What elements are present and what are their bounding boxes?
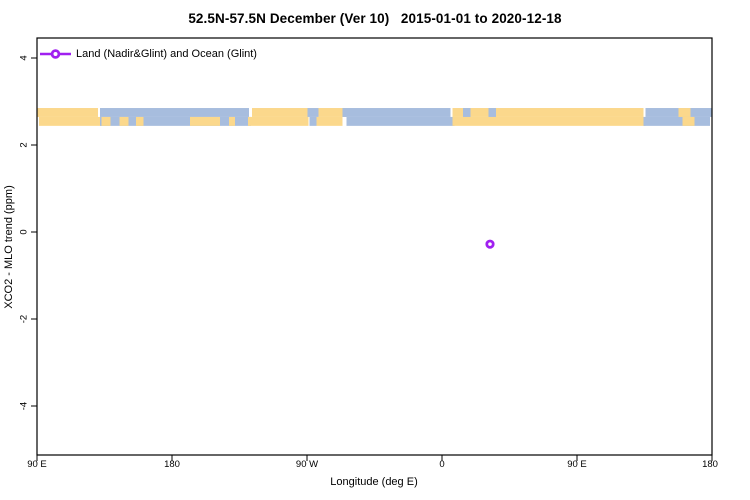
data-point — [485, 239, 495, 249]
y-tick-label: 4 — [18, 55, 30, 61]
map-band-ocean-segment — [100, 116, 251, 126]
map-band-land-segment — [229, 116, 235, 126]
y-tick-label: -4 — [18, 401, 30, 411]
map-band-ocean-segment — [100, 108, 249, 117]
x-tick-label: 90 W — [295, 459, 319, 470]
map-band-land-segment — [682, 116, 695, 126]
map-band-land-segment — [678, 108, 691, 117]
map-band-land-segment — [316, 116, 343, 126]
legend-entry-label: Land (Nadir&Glint) and Ocean (Glint) — [76, 48, 257, 60]
map-band-ocean-segment — [488, 108, 496, 117]
x-tick-label: 90 E — [567, 459, 587, 470]
map-band-ocean-segment — [463, 108, 471, 117]
map-band-land-segment — [39, 116, 102, 126]
chart-title: 52.5N-57.5N December (Ver 10) 2015-01-01… — [188, 11, 562, 26]
plot-border — [36, 37, 713, 456]
map-band-land-segment — [248, 116, 309, 126]
map-band-land-segment — [119, 116, 129, 126]
map-band-land-segment — [252, 108, 309, 117]
x-axis-title: Longitude (deg E) — [330, 476, 418, 488]
y-tick-label: 2 — [18, 142, 30, 148]
x-tick-label: 180 — [164, 459, 180, 470]
map-band-land-segment — [136, 116, 144, 126]
x-tick-label: 0 — [439, 459, 445, 470]
map-band-ocean-segment — [342, 108, 451, 117]
map-band-ocean-segment — [307, 108, 319, 117]
map-band-land-segment — [190, 116, 220, 126]
map-band-land-segment — [452, 108, 644, 117]
map-band-ocean-segment — [309, 116, 317, 126]
map-band-land-segment — [452, 116, 646, 126]
map-band-land-segment — [101, 116, 111, 126]
y-tick-label: 0 — [18, 229, 30, 235]
map-band-ocean-segment — [346, 116, 455, 126]
y-axis-title: XCO2 - MLO trend (ppm) — [3, 185, 15, 309]
y-tick-label: -2 — [18, 314, 30, 324]
map-band-land-segment — [318, 108, 347, 117]
map-band-land-segment — [37, 108, 98, 117]
legend-marker-icon — [50, 49, 61, 59]
x-tick-label: 90 E — [27, 459, 47, 470]
x-tick-label: 180 — [702, 459, 718, 470]
map-band-ocean-segment — [643, 116, 710, 126]
